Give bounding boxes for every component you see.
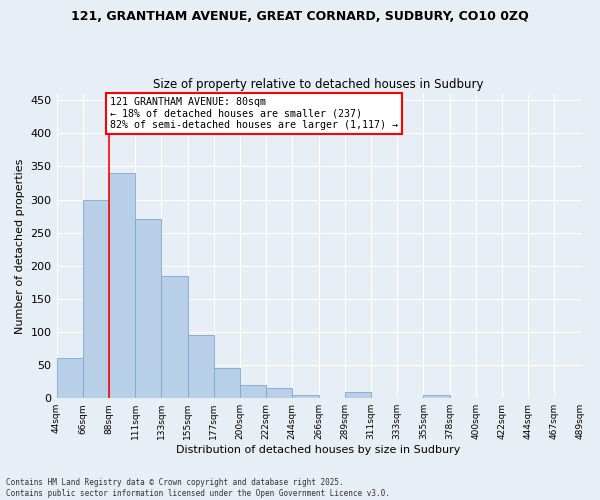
Text: Contains HM Land Registry data © Crown copyright and database right 2025.
Contai: Contains HM Land Registry data © Crown c…: [6, 478, 390, 498]
Text: 121 GRANTHAM AVENUE: 80sqm
← 18% of detached houses are smaller (237)
82% of sem: 121 GRANTHAM AVENUE: 80sqm ← 18% of deta…: [110, 97, 398, 130]
Text: 121, GRANTHAM AVENUE, GREAT CORNARD, SUDBURY, CO10 0ZQ: 121, GRANTHAM AVENUE, GREAT CORNARD, SUD…: [71, 10, 529, 23]
Bar: [83, 200, 109, 398]
Bar: [56, 358, 83, 398]
Bar: [161, 276, 188, 398]
Bar: [109, 173, 135, 398]
Y-axis label: Number of detached properties: Number of detached properties: [15, 158, 25, 334]
Bar: [135, 220, 161, 398]
Bar: [266, 388, 292, 398]
Bar: [240, 385, 266, 398]
Bar: [188, 336, 214, 398]
Title: Size of property relative to detached houses in Sudbury: Size of property relative to detached ho…: [153, 78, 484, 91]
Bar: [424, 395, 449, 398]
Bar: [292, 395, 319, 398]
Bar: [214, 368, 240, 398]
Bar: [345, 392, 371, 398]
X-axis label: Distribution of detached houses by size in Sudbury: Distribution of detached houses by size …: [176, 445, 461, 455]
